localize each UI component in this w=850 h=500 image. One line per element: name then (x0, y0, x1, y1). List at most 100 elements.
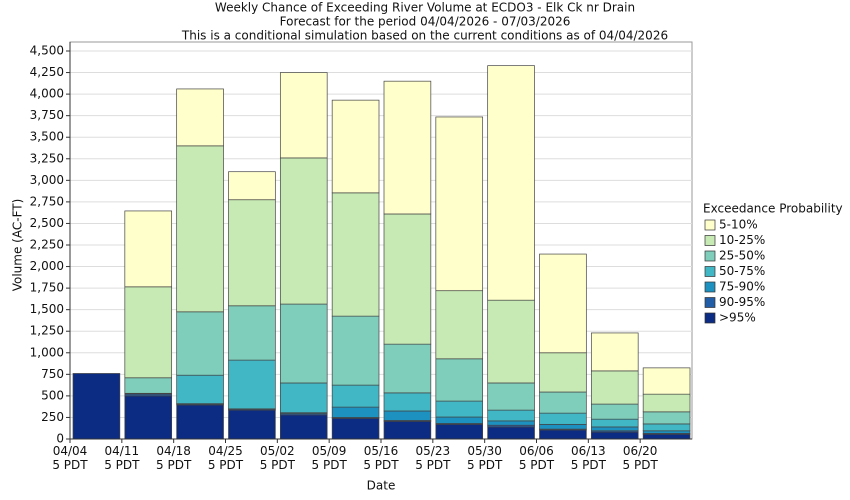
bar-segment (590, 431, 639, 440)
bar-segment (642, 367, 691, 395)
bar-segment (590, 418, 639, 428)
bar-segment (383, 410, 432, 421)
y-tick-label: 1,750 (30, 281, 64, 295)
bar-segment (539, 352, 587, 393)
y-tick-label: 1,250 (30, 324, 64, 338)
bar-segment (539, 412, 587, 425)
bar-segment (539, 253, 587, 354)
y-tick-label: 3,000 (30, 173, 64, 187)
bar-segment (487, 409, 535, 422)
bar-segment (228, 171, 276, 201)
bar-segment (124, 377, 173, 394)
bar-segment (228, 199, 276, 307)
bar-segment (176, 404, 224, 440)
legend-swatch (704, 312, 716, 324)
legend-label: >95% (719, 311, 756, 325)
y-tick-label: 1,000 (30, 345, 64, 359)
bar-segment (383, 213, 432, 345)
chart-title: Weekly Chance of Exceeding River Volume … (215, 1, 635, 15)
bar-segment (590, 370, 639, 405)
bar-segment (331, 192, 380, 317)
x-tick-label: 05/02 5 PDT (259, 444, 295, 472)
x-tick-label: 06/20 5 PDT (622, 444, 658, 472)
bar-segment (279, 414, 328, 440)
bar-segment (176, 145, 224, 313)
legend-label: 50-75% (719, 264, 765, 278)
bar-segment (590, 426, 639, 432)
y-tick-label: 1,500 (30, 302, 64, 316)
bar-segment (228, 305, 276, 361)
bar-segment (539, 423, 587, 430)
x-tick-label: 05/23 5 PDT (415, 444, 451, 472)
legend-label: 90-95% (719, 295, 765, 309)
bar-segment (228, 409, 276, 440)
legend-label: 25-50% (719, 249, 765, 263)
legend-label: 10-25% (719, 233, 765, 247)
bar-segment (72, 373, 121, 440)
y-tick-label: 500 (41, 388, 64, 402)
y-tick-label: 4,500 (30, 44, 64, 58)
bar-segment (642, 433, 691, 440)
legend-swatch (704, 235, 716, 246)
y-tick-label: 2,750 (30, 194, 64, 208)
bar-segment (279, 72, 328, 159)
bar-segment (435, 116, 484, 292)
bar-segment (383, 420, 432, 440)
y-tick-label: 3,250 (30, 151, 64, 165)
bar-segment (383, 80, 432, 215)
x-tick-label: 05/30 5 PDT (467, 444, 503, 472)
bar-segment (331, 406, 380, 418)
legend-swatch (704, 219, 716, 231)
legend-swatch (704, 250, 716, 262)
x-tick-label: 05/16 5 PDT (363, 444, 399, 472)
bar-segment (487, 65, 535, 301)
bar-segment (642, 393, 691, 413)
bar-segment (435, 400, 484, 418)
x-tick-label: 05/09 5 PDT (311, 444, 347, 472)
bar-segment (642, 430, 691, 434)
bar-segment (124, 210, 173, 288)
chart-subtitle: Forecast for the period 04/04/2026 - 07/… (280, 15, 571, 29)
y-tick-label: 250 (41, 410, 64, 424)
x-tick-label: 04/11 5 PDT (104, 444, 140, 472)
bar-segment (124, 286, 173, 379)
x-tick-label: 06/13 5 PDT (570, 444, 606, 472)
y-tick-label: 750 (41, 367, 64, 381)
y-axis-label: Volume (AC-FT) (11, 199, 25, 292)
bar-segment (435, 416, 484, 424)
bar-segment (590, 332, 639, 372)
bar-segment (279, 303, 328, 384)
y-tick-label: 2,500 (30, 216, 64, 230)
x-tick-label: 04/25 5 PDT (207, 444, 244, 472)
bar-segment (487, 299, 535, 384)
y-tick-label: 4,000 (30, 87, 64, 101)
bar-segment (331, 99, 380, 194)
chart-note: This is a conditional simulation based o… (181, 29, 668, 43)
bar-segment (435, 290, 484, 360)
legend-label: 75-90% (719, 280, 765, 294)
x-tick-label: 04/18 5 PDT (156, 444, 192, 472)
bar-segment (435, 358, 484, 402)
x-tick-label: 04/04 5 PDT (52, 444, 88, 472)
legend-swatch (704, 281, 716, 293)
y-tick-label: 4,250 (30, 65, 64, 79)
bar-segment (383, 343, 432, 394)
bar-segment (383, 392, 432, 412)
bar-segment (176, 311, 224, 376)
legend-swatch (704, 266, 716, 277)
bar-segment (279, 382, 328, 414)
bar-segment (539, 429, 587, 440)
bar-segment (331, 315, 380, 386)
bar-segment (124, 395, 173, 440)
plot-frame (69, 41, 693, 440)
legend-title: Exceedance Probability (703, 202, 843, 216)
bar-segment (176, 88, 224, 147)
y-tick-label: 3,750 (30, 108, 64, 122)
y-tick-label: 2,250 (30, 238, 64, 252)
bar-segment (590, 403, 639, 420)
bar-segment (435, 423, 484, 440)
bar-segment (487, 382, 535, 411)
bar-segment (331, 417, 380, 440)
